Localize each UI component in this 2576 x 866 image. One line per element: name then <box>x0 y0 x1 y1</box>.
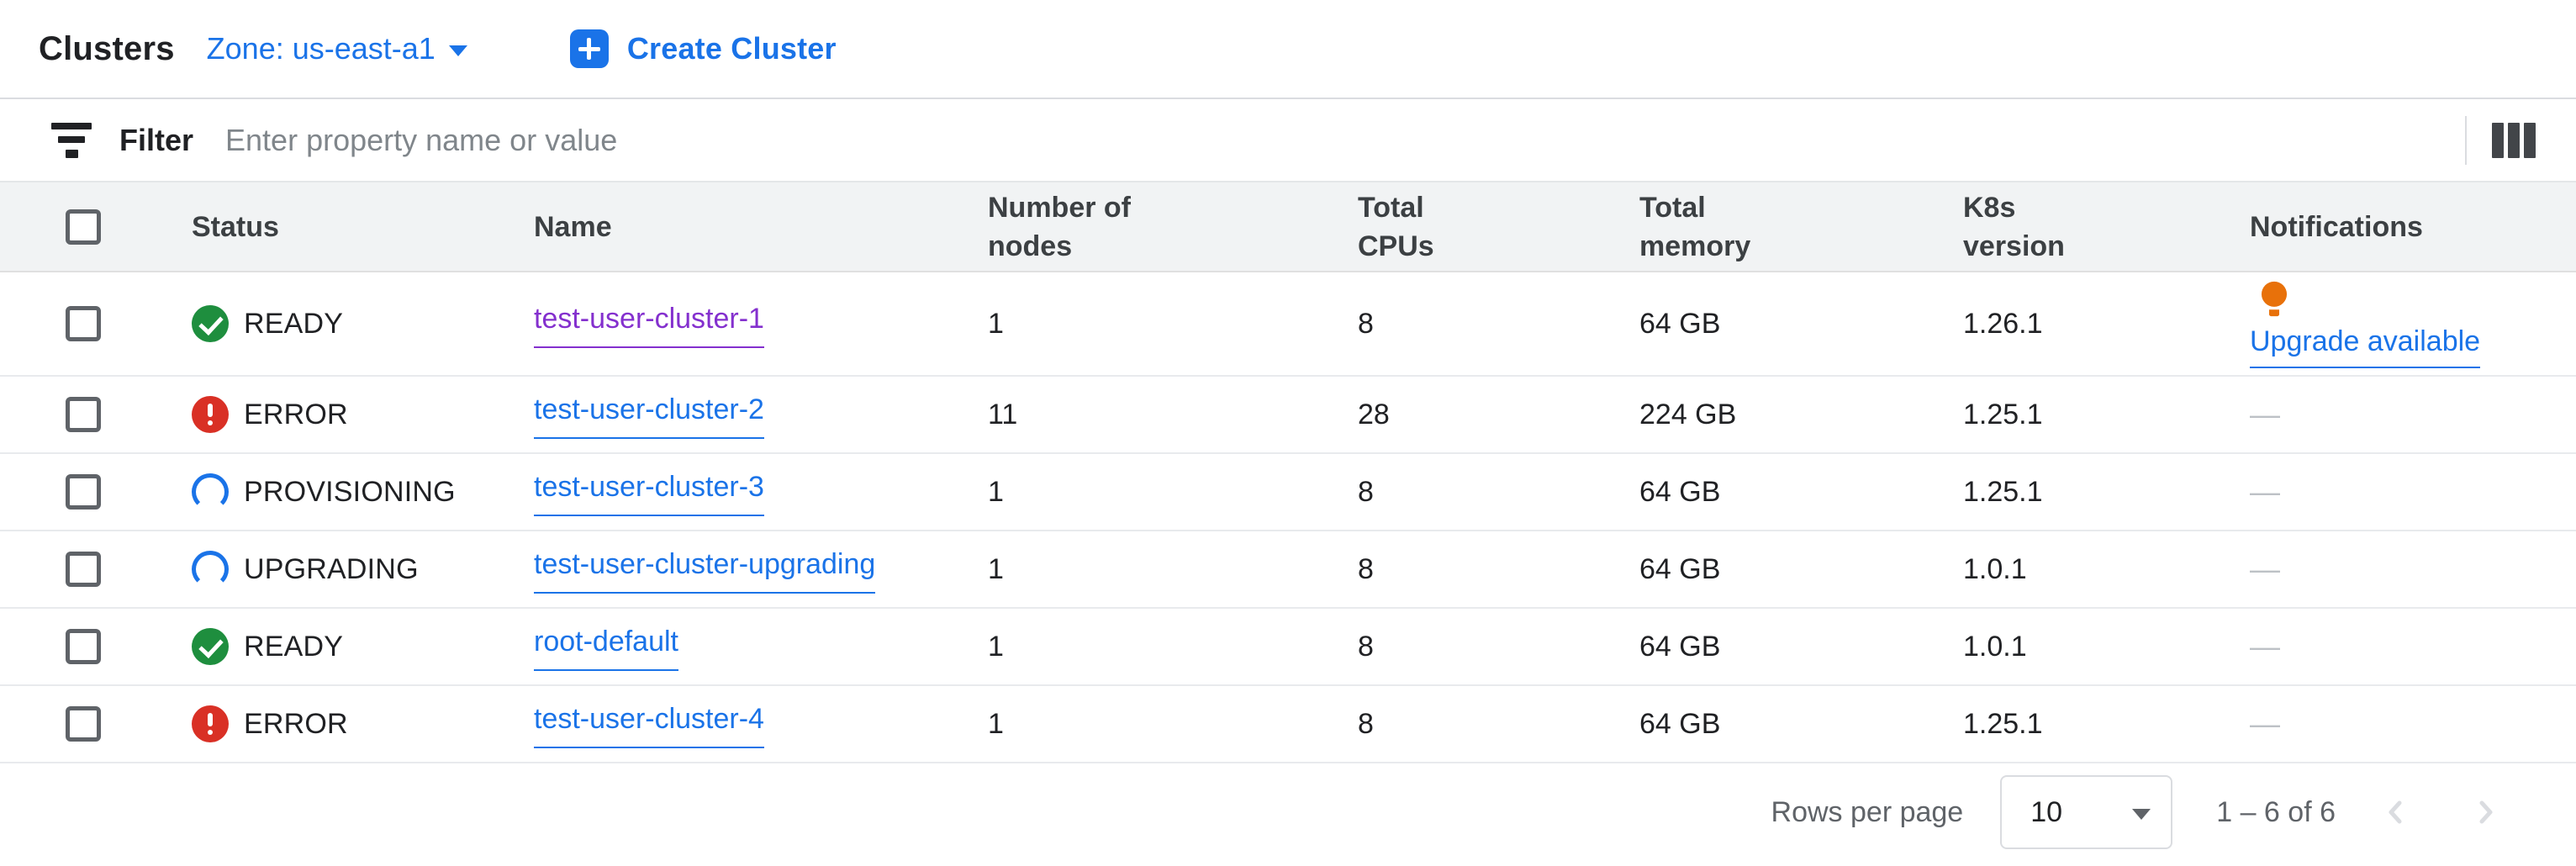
memory-value: 64 GB <box>1639 453 1963 531</box>
clusters-table: Status Name Number of nodes Total CPUs T… <box>0 181 2576 763</box>
status-error-icon <box>192 705 229 742</box>
cluster-name-link[interactable]: test-user-cluster-2 <box>534 390 764 439</box>
memory-value: 64 GB <box>1639 608 1963 686</box>
chevron-left-icon <box>2389 800 2402 824</box>
column-header-status: Status <box>192 181 534 272</box>
column-header-k8s: K8s version <box>1963 181 2250 272</box>
cluster-name-link[interactable]: root-default <box>534 622 678 671</box>
status-progress-icon <box>192 473 229 510</box>
status-label: PROVISIONING <box>244 476 456 508</box>
cluster-name-link[interactable]: test-user-cluster-4 <box>534 700 764 748</box>
cluster-name-link[interactable]: test-user-cluster-upgrading <box>534 545 876 594</box>
top-bar: Clusters Zone: us-east-a1 Create Cluster <box>0 0 2576 99</box>
memory-value: 224 GB <box>1639 376 1963 454</box>
row-checkbox[interactable] <box>66 397 101 432</box>
row-checkbox[interactable] <box>66 552 101 587</box>
zone-selector[interactable]: Zone: us-east-a1 <box>207 31 467 66</box>
cluster-name-link[interactable]: test-user-cluster-1 <box>534 299 764 348</box>
cpus-value: 8 <box>1358 608 1639 686</box>
create-cluster-label: Create Cluster <box>626 31 837 66</box>
status-ready-icon <box>192 628 229 665</box>
memory-value: 64 GB <box>1639 685 1963 763</box>
row-checkbox[interactable] <box>66 629 101 664</box>
k8s-version-value: 1.25.1 <box>1963 453 2250 531</box>
table-row: ERROR test-user-cluster-4 1 8 64 GB 1.25… <box>0 685 2576 763</box>
chevron-right-icon <box>2479 800 2493 824</box>
nodes-value: 1 <box>988 272 1358 377</box>
table-row: READY root-default 1 8 64 GB 1.0.1 — <box>0 608 2576 686</box>
chevron-down-icon <box>2132 808 2151 820</box>
previous-page-button[interactable] <box>2376 792 2416 832</box>
status-label: ERROR <box>244 708 348 740</box>
table-header: Status Name Number of nodes Total CPUs T… <box>0 181 2576 272</box>
cpus-value: 8 <box>1358 272 1639 377</box>
column-header-memory: Total memory <box>1639 181 1963 272</box>
cpus-value: 28 <box>1358 376 1639 454</box>
pagination-bar: Rows per page 10 1 – 6 of 6 <box>0 763 2576 861</box>
no-notification-dash: — <box>2250 551 2280 586</box>
page-range-label: 1 – 6 of 6 <box>2216 795 2336 828</box>
k8s-version-value: 1.0.1 <box>1963 608 2250 686</box>
rows-per-page-value: 10 <box>2030 795 2063 828</box>
table-row: UPGRADING test-user-cluster-upgrading 1 … <box>0 531 2576 609</box>
no-notification-dash: — <box>2250 705 2280 741</box>
status-error-icon <box>192 396 229 433</box>
chevron-down-icon <box>448 45 467 56</box>
row-checkbox[interactable] <box>66 706 101 742</box>
status-label: READY <box>244 631 344 663</box>
select-all-checkbox[interactable] <box>66 209 101 245</box>
column-header-notifications: Notifications <box>2250 181 2576 272</box>
memory-value: 64 GB <box>1639 272 1963 377</box>
plus-icon <box>569 29 609 68</box>
notification-cell: Upgrade available <box>2250 272 2556 375</box>
nodes-value: 1 <box>988 608 1358 686</box>
k8s-version-value: 1.25.1 <box>1963 685 2250 763</box>
table-row: READY test-user-cluster-1 1 8 64 GB 1.26… <box>0 272 2576 377</box>
row-checkbox[interactable] <box>66 474 101 510</box>
nodes-value: 1 <box>988 685 1358 763</box>
filter-label: Filter <box>119 122 194 157</box>
column-header-nodes: Number of nodes <box>988 181 1358 272</box>
toolbar-divider <box>2465 115 2467 165</box>
cpus-value: 8 <box>1358 531 1639 609</box>
page-title: Clusters <box>39 29 175 67</box>
cluster-name-link[interactable]: test-user-cluster-3 <box>534 467 764 516</box>
create-cluster-button[interactable]: Create Cluster <box>569 29 837 68</box>
k8s-version-value: 1.25.1 <box>1963 376 2250 454</box>
next-page-button[interactable] <box>2465 792 2505 832</box>
no-notification-dash: — <box>2250 473 2280 509</box>
table-row: ERROR test-user-cluster-2 11 28 224 GB 1… <box>0 376 2576 454</box>
status-ready-icon <box>192 305 229 342</box>
nodes-value: 1 <box>988 453 1358 531</box>
cpus-value: 8 <box>1358 685 1639 763</box>
no-notification-dash: — <box>2250 396 2280 431</box>
nodes-value: 11 <box>988 376 1358 454</box>
nodes-value: 1 <box>988 531 1358 609</box>
status-label: READY <box>244 308 344 340</box>
filter-bar: Filter <box>0 99 2576 181</box>
rows-per-page-select[interactable]: 10 <box>2000 775 2173 849</box>
zone-selector-label: Zone: us-east-a1 <box>206 31 435 66</box>
lightbulb-icon <box>2261 281 2288 317</box>
status-progress-icon <box>192 551 229 588</box>
filter-icon <box>50 122 92 158</box>
k8s-version-value: 1.26.1 <box>1963 272 2250 377</box>
column-header-name: Name <box>534 181 988 272</box>
column-display-button[interactable] <box>2489 119 2539 161</box>
column-header-cpus: Total CPUs <box>1358 181 1639 272</box>
rows-per-page-label: Rows per page <box>1771 795 1964 828</box>
k8s-version-value: 1.0.1 <box>1963 531 2250 609</box>
row-checkbox[interactable] <box>66 306 101 341</box>
memory-value: 64 GB <box>1639 531 1963 609</box>
filter-input[interactable] <box>225 122 2457 158</box>
status-label: ERROR <box>244 399 348 430</box>
status-label: UPGRADING <box>244 553 419 585</box>
table-row: PROVISIONING test-user-cluster-3 1 8 64 … <box>0 453 2576 531</box>
no-notification-dash: — <box>2250 628 2280 663</box>
cpus-value: 8 <box>1358 453 1639 531</box>
upgrade-available-link[interactable]: Upgrade available <box>2250 323 2481 368</box>
